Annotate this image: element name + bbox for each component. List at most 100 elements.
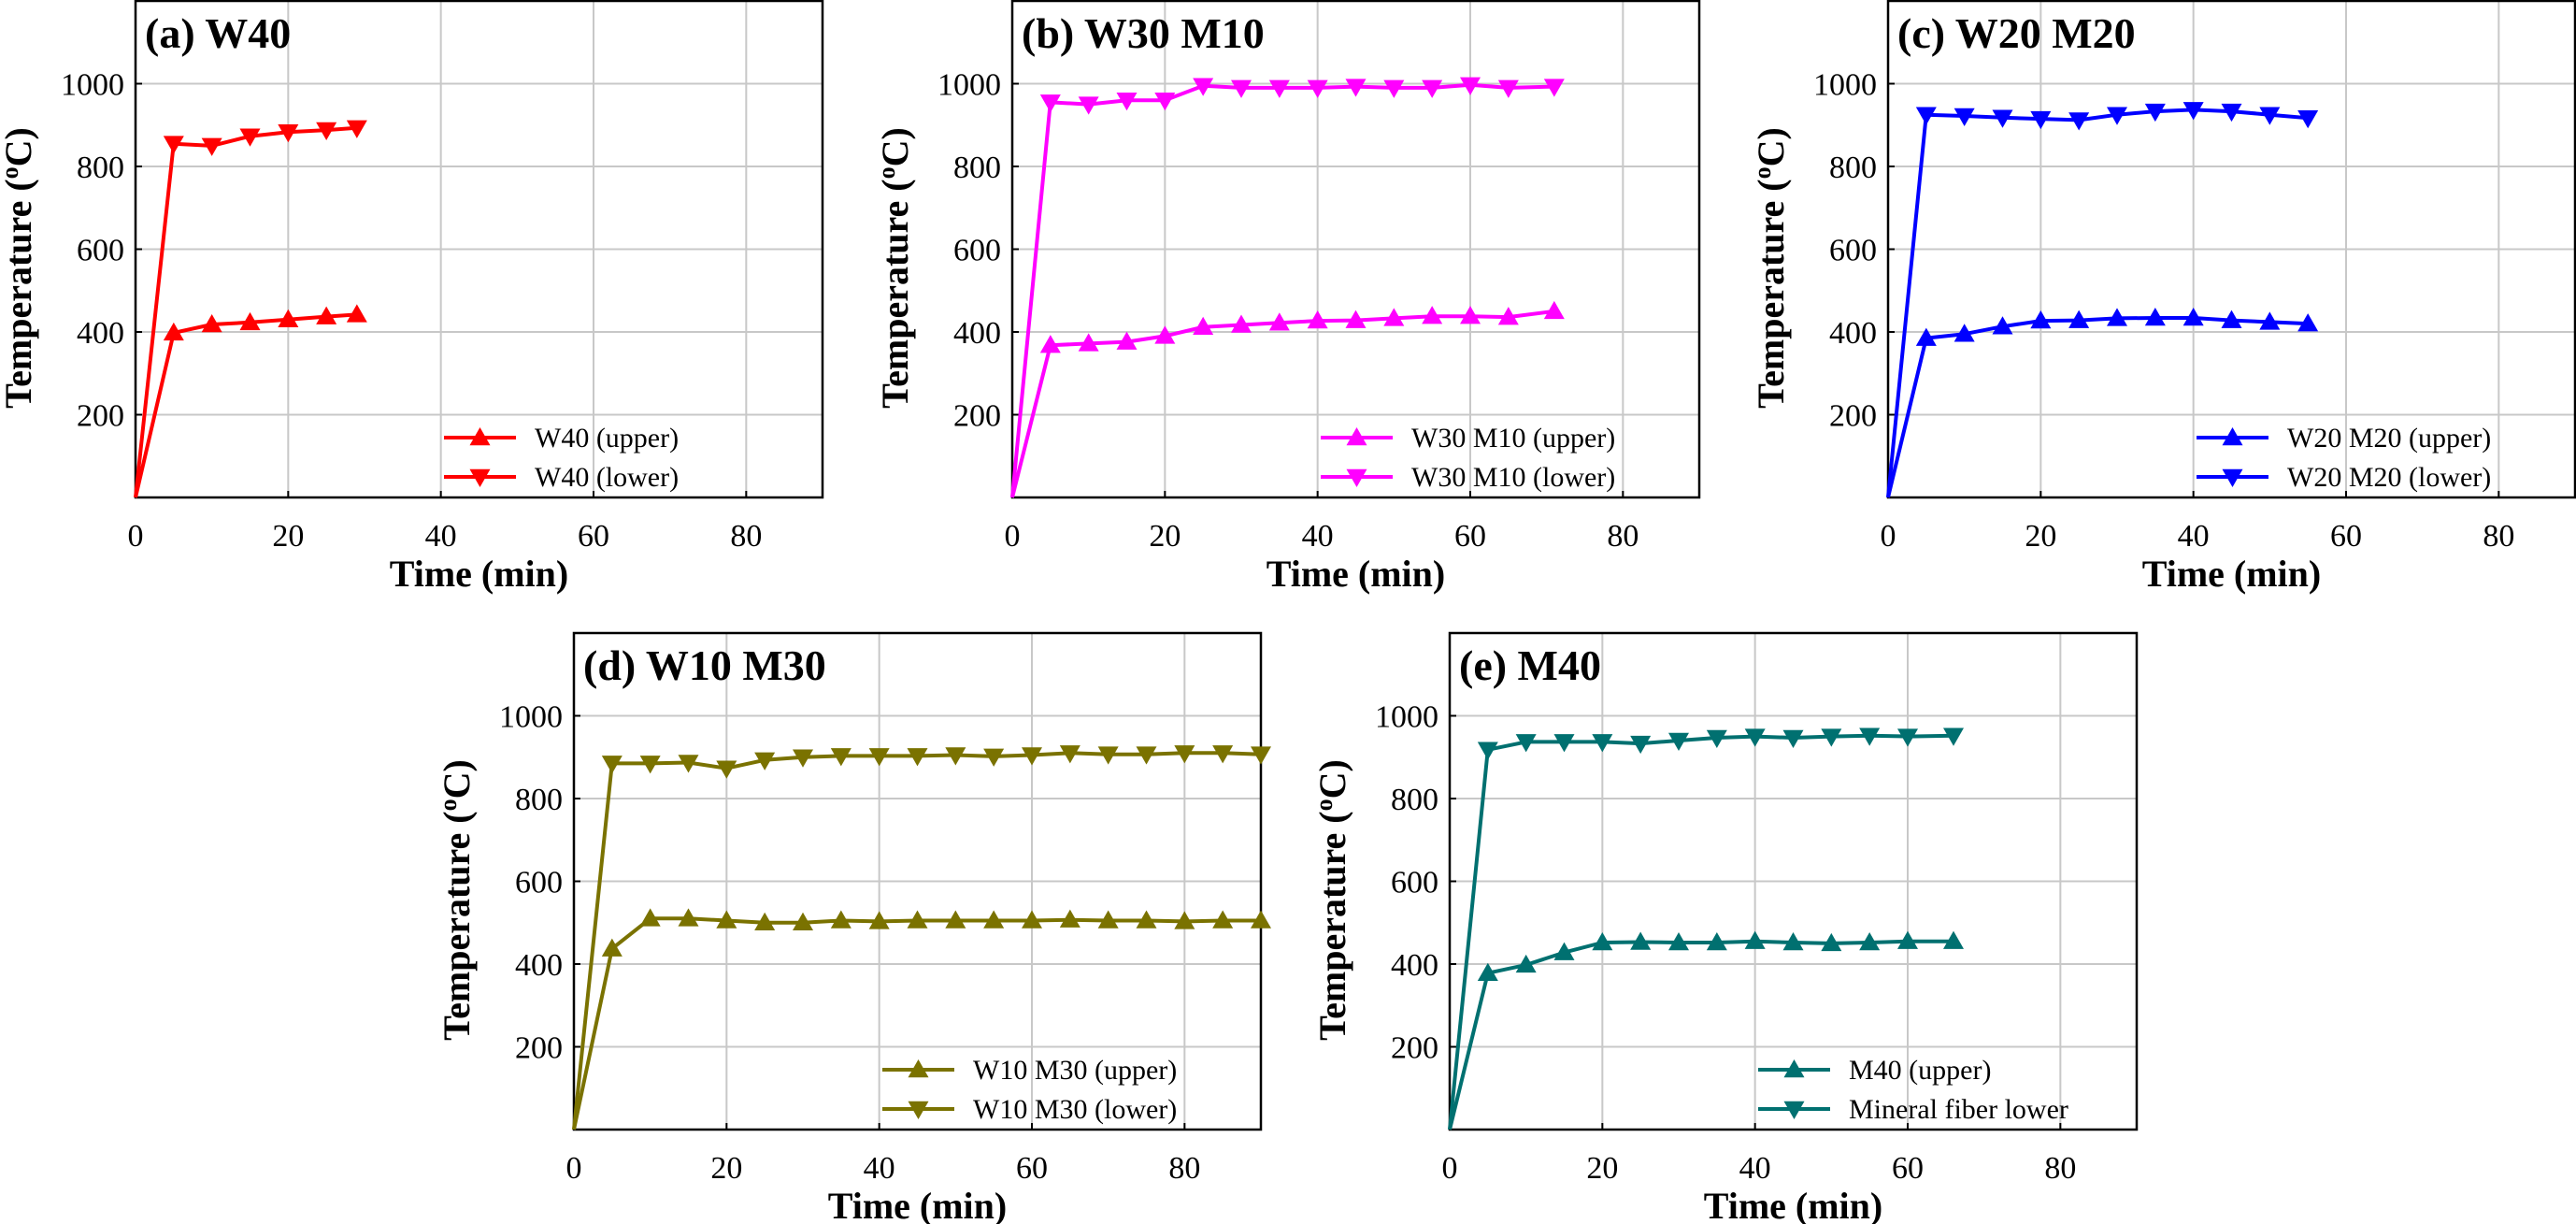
y-tick-label: 200 xyxy=(953,399,1001,434)
data-point-marker xyxy=(346,304,367,323)
series-line xyxy=(1448,733,1954,1130)
y-tick-label: 1000 xyxy=(1375,700,1438,735)
data-point-marker xyxy=(1097,746,1119,765)
series-lower xyxy=(1886,102,2319,498)
y-axis-title-unit: C) xyxy=(1311,759,1353,799)
data-point-marker xyxy=(1251,746,1271,765)
y-tick-label: 600 xyxy=(953,234,1001,268)
data-point-marker xyxy=(1022,910,1042,929)
data-point-marker xyxy=(201,314,222,333)
data-point-marker xyxy=(830,748,852,767)
data-point-marker xyxy=(1383,308,1405,326)
data-point-marker xyxy=(2297,109,2319,129)
data-point-marker xyxy=(1821,728,1842,747)
data-point-marker xyxy=(1097,910,1119,929)
x-tick-label: 60 xyxy=(1892,1151,1924,1186)
y-tick-label: 800 xyxy=(515,783,563,817)
data-point-marker xyxy=(1706,729,1727,748)
data-point-marker xyxy=(1592,734,1613,753)
data-point-marker xyxy=(793,749,813,768)
y-axis-title-main: Temperature ( xyxy=(1311,811,1353,1041)
x-tick-label: 0 xyxy=(128,519,144,554)
data-point-marker xyxy=(1039,335,1061,353)
x-tick-label: 40 xyxy=(1302,519,1334,554)
x-axis-title: Time (min) xyxy=(1704,1185,1882,1224)
legend-label: Mineral fiber lower xyxy=(1849,1094,2068,1125)
data-point-marker xyxy=(983,910,1005,929)
data-point-marker xyxy=(1497,307,1519,325)
data-point-marker xyxy=(316,306,337,324)
x-tick-label: 60 xyxy=(578,519,609,554)
y-axis-title-superscript: o xyxy=(1749,166,1776,179)
legend-marker xyxy=(2222,427,2243,446)
data-point-marker xyxy=(1154,92,1176,111)
y-axis-title: Temperature (oC) xyxy=(1749,127,1792,409)
series-lower xyxy=(572,745,1271,1130)
data-point-marker xyxy=(346,120,367,138)
data-point-marker xyxy=(1078,96,1099,115)
data-point-marker xyxy=(1543,79,1565,97)
legend-marker xyxy=(469,427,491,446)
x-tick-label: 0 xyxy=(1442,1151,1458,1186)
legend-item: W40 (lower) xyxy=(444,462,679,493)
y-axis-title-main: Temperature ( xyxy=(436,811,478,1041)
legend-item: W20 M20 (lower) xyxy=(2197,462,2491,493)
data-point-marker xyxy=(1193,78,1214,96)
series-lower xyxy=(1448,727,1964,1130)
chart-panel-c: 0 20 40 60 80 200 400 600 800 1000 Time (min) Tempe… xyxy=(1749,0,2576,595)
data-point-marker xyxy=(1592,931,1613,951)
data-point-marker xyxy=(1515,734,1537,753)
legend-marker xyxy=(1783,1101,1805,1119)
legend-label: W30 M10 (lower) xyxy=(1411,462,1615,493)
legend: W30 M10 (upper) W30 M10 (lower) xyxy=(1321,423,1615,493)
data-point-marker xyxy=(1231,314,1252,333)
y-tick-label: 600 xyxy=(1391,866,1438,900)
series-upper xyxy=(1010,300,1565,498)
data-point-marker xyxy=(1953,108,1975,127)
data-point-marker xyxy=(2107,308,2127,326)
data-point-marker xyxy=(1630,735,1652,755)
data-point-marker xyxy=(945,910,966,929)
x-tick-label: 40 xyxy=(1739,1151,1771,1186)
series-line xyxy=(1886,108,2309,498)
y-tick-label: 1000 xyxy=(937,68,1001,103)
series-lower xyxy=(1010,77,1565,498)
x-axis-title: Time (min) xyxy=(1267,553,1445,595)
data-point-marker xyxy=(1345,310,1367,328)
panel-title: (d) W10 M30 xyxy=(583,641,826,689)
y-tick-label: 400 xyxy=(953,316,1001,351)
data-point-marker xyxy=(1992,316,2013,335)
x-tick-label: 80 xyxy=(1607,519,1639,554)
data-point-marker xyxy=(1078,333,1099,352)
y-axis-title: Temperature (oC) xyxy=(0,127,39,409)
x-axis-title: Time (min) xyxy=(2142,553,2321,595)
legend-item: Mineral fiber lower xyxy=(1758,1094,2068,1125)
data-point-marker xyxy=(1268,79,1290,98)
data-point-marker xyxy=(1630,931,1652,950)
data-point-marker xyxy=(1039,94,1061,113)
panel-title: (b) W30 M10 xyxy=(1022,9,1265,57)
x-tick-label: 60 xyxy=(2330,519,2362,554)
y-tick-label: 200 xyxy=(515,1031,563,1066)
data-point-marker xyxy=(2259,311,2281,330)
data-point-marker xyxy=(1268,312,1290,331)
data-point-marker xyxy=(1059,745,1080,764)
x-tick-label: 80 xyxy=(1168,1151,1200,1186)
data-point-marker xyxy=(1897,728,1918,747)
data-point-marker xyxy=(716,910,737,929)
y-tick-label: 1000 xyxy=(499,700,563,735)
data-point-marker xyxy=(1915,327,1937,346)
data-point-marker xyxy=(1307,79,1328,98)
data-point-marker xyxy=(2144,103,2166,122)
y-axis-title: Temperature (oC) xyxy=(1310,759,1353,1041)
panel-title: (c) W20 M20 xyxy=(1897,9,2136,57)
y-tick-label: 200 xyxy=(1829,399,1877,434)
x-tick-label: 40 xyxy=(2178,519,2210,554)
data-point-marker xyxy=(639,908,661,927)
data-point-marker xyxy=(2182,307,2204,326)
x-tick-label: 20 xyxy=(1586,1151,1618,1186)
series-line xyxy=(1448,939,1953,1130)
y-axis-title: Temperature (oC) xyxy=(435,759,478,1041)
data-point-marker xyxy=(1022,747,1042,766)
